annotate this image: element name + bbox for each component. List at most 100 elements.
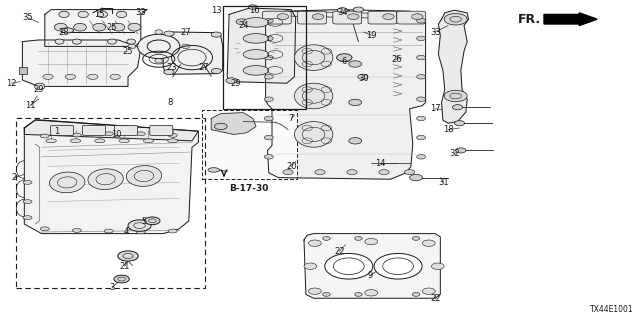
Ellipse shape (128, 23, 141, 31)
Ellipse shape (40, 134, 49, 138)
Ellipse shape (110, 74, 120, 79)
Text: 28: 28 (59, 28, 69, 36)
Ellipse shape (54, 23, 67, 31)
Ellipse shape (243, 50, 269, 59)
Ellipse shape (208, 168, 220, 172)
Text: 8: 8 (167, 98, 172, 107)
Ellipse shape (323, 236, 330, 240)
Ellipse shape (417, 135, 426, 140)
Text: 2: 2 (12, 173, 17, 182)
Text: 16: 16 (250, 6, 260, 15)
Ellipse shape (412, 236, 420, 240)
Polygon shape (438, 10, 468, 123)
Text: 33: 33 (136, 8, 146, 17)
Ellipse shape (349, 61, 362, 67)
Ellipse shape (417, 19, 426, 23)
Ellipse shape (365, 238, 378, 245)
Ellipse shape (168, 139, 178, 143)
Ellipse shape (264, 97, 273, 101)
Ellipse shape (264, 75, 273, 79)
Ellipse shape (349, 99, 362, 106)
Ellipse shape (143, 139, 154, 143)
Text: 22: 22 (334, 247, 344, 256)
Ellipse shape (65, 74, 76, 79)
Ellipse shape (95, 139, 105, 143)
Text: 12: 12 (6, 79, 17, 88)
Ellipse shape (355, 292, 362, 296)
Ellipse shape (128, 44, 136, 49)
Ellipse shape (454, 121, 465, 126)
Ellipse shape (43, 74, 53, 79)
Ellipse shape (78, 11, 88, 18)
Ellipse shape (365, 290, 378, 296)
Ellipse shape (248, 5, 257, 9)
Text: 15: 15 (94, 10, 104, 19)
Ellipse shape (264, 135, 273, 140)
Ellipse shape (168, 133, 177, 137)
Bar (19, 67, 27, 74)
FancyBboxPatch shape (397, 11, 426, 24)
Ellipse shape (211, 68, 221, 74)
Text: 20: 20 (286, 162, 296, 171)
Ellipse shape (374, 253, 422, 279)
Ellipse shape (126, 166, 162, 186)
Text: 4: 4 (124, 227, 129, 236)
Ellipse shape (452, 105, 463, 110)
Ellipse shape (417, 155, 426, 159)
Text: 11: 11 (26, 101, 36, 110)
Ellipse shape (422, 240, 435, 246)
Ellipse shape (315, 170, 325, 175)
Text: 32: 32 (449, 149, 460, 158)
Ellipse shape (243, 66, 269, 75)
Ellipse shape (211, 32, 221, 37)
Ellipse shape (61, 28, 74, 33)
Ellipse shape (136, 132, 145, 136)
Text: 19: 19 (366, 31, 376, 40)
Ellipse shape (40, 227, 49, 231)
Bar (202, 110, 297, 179)
Ellipse shape (410, 174, 422, 181)
Ellipse shape (138, 34, 180, 59)
Ellipse shape (214, 123, 227, 130)
Ellipse shape (337, 8, 348, 13)
Ellipse shape (127, 39, 136, 44)
Text: B-17-30: B-17-30 (229, 184, 269, 193)
Ellipse shape (431, 263, 444, 269)
FancyBboxPatch shape (298, 11, 326, 24)
Ellipse shape (312, 14, 324, 20)
Ellipse shape (46, 139, 56, 143)
Ellipse shape (49, 172, 85, 193)
FancyBboxPatch shape (83, 125, 106, 135)
Ellipse shape (308, 288, 321, 294)
FancyBboxPatch shape (115, 125, 138, 135)
Text: 13: 13 (211, 6, 221, 15)
Ellipse shape (304, 263, 317, 269)
Text: 31: 31 (438, 178, 449, 187)
Ellipse shape (417, 75, 426, 79)
Text: 25: 25 (107, 23, 117, 32)
Ellipse shape (379, 170, 389, 175)
Text: 22: 22 (430, 294, 440, 303)
Text: 6: 6 (342, 57, 347, 66)
Ellipse shape (118, 251, 138, 261)
Text: 10: 10 (111, 130, 122, 139)
Text: 25: 25 (123, 47, 133, 56)
Polygon shape (211, 113, 256, 134)
Polygon shape (227, 8, 296, 83)
Text: 27: 27 (198, 63, 209, 72)
Ellipse shape (88, 74, 98, 79)
Text: 23: 23 (166, 63, 177, 72)
Polygon shape (22, 40, 141, 86)
Ellipse shape (104, 132, 113, 136)
Polygon shape (266, 10, 426, 179)
Text: FR.: FR. (518, 13, 541, 26)
Ellipse shape (35, 83, 45, 90)
Text: 33: 33 (430, 28, 440, 36)
Ellipse shape (264, 116, 273, 121)
Text: 29: 29 (230, 79, 241, 88)
Ellipse shape (337, 54, 352, 61)
Ellipse shape (128, 220, 151, 231)
Ellipse shape (168, 229, 177, 233)
Ellipse shape (294, 122, 333, 147)
Ellipse shape (23, 200, 32, 204)
